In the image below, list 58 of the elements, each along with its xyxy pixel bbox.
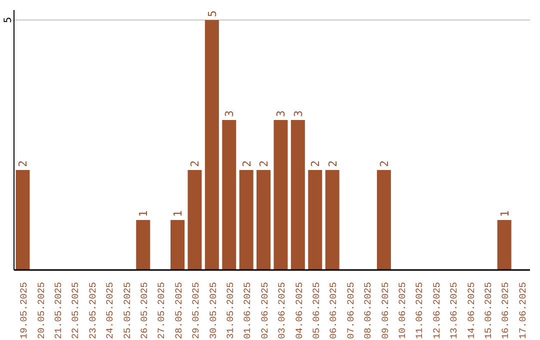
bar bbox=[290, 120, 305, 270]
x-tick-label: 21.05.2025 bbox=[53, 282, 64, 340]
bar bbox=[222, 120, 236, 270]
x-tick-label: 08.06.2025 bbox=[362, 282, 374, 340]
x-tick-label: 13.06.2025 bbox=[448, 282, 460, 340]
bar bbox=[204, 20, 219, 270]
x-tick-label: 17.06.2025 bbox=[517, 282, 528, 340]
data-label: 5 bbox=[206, 10, 219, 17]
x-tick-label: 26.05.2025 bbox=[139, 282, 150, 340]
x-tick-label: 01.06.2025 bbox=[242, 282, 254, 340]
data-label: 3 bbox=[292, 110, 305, 117]
x-tick-label: 16.06.2025 bbox=[500, 282, 512, 340]
bar bbox=[256, 170, 271, 270]
x-tick-label: 27.05.2025 bbox=[156, 282, 168, 340]
bar bbox=[239, 170, 254, 270]
bar bbox=[16, 170, 30, 270]
x-tick-label: 28.05.2025 bbox=[173, 282, 184, 340]
data-label: 2 bbox=[240, 160, 254, 167]
x-tick-label: 19.05.2025 bbox=[18, 282, 30, 340]
x-tick-label: 05.06.2025 bbox=[311, 282, 322, 340]
x-tick-label: 10.06.2025 bbox=[397, 282, 408, 340]
x-tick-label: 14.06.2025 bbox=[466, 282, 477, 340]
data-label: 2 bbox=[309, 160, 322, 167]
x-tick-label: 02.06.2025 bbox=[259, 282, 270, 340]
x-tick-label: 04.06.2025 bbox=[294, 282, 305, 340]
x-tick-label: 20.05.2025 bbox=[36, 282, 47, 340]
x-tick-label: 12.06.2025 bbox=[431, 282, 442, 340]
bar bbox=[376, 170, 391, 270]
data-label: 3 bbox=[223, 110, 236, 117]
data-label: 1 bbox=[172, 210, 185, 217]
bar bbox=[136, 220, 150, 270]
bar bbox=[497, 220, 512, 270]
x-tick-label: 15.06.2025 bbox=[483, 282, 494, 340]
x-tick-label: 03.06.2025 bbox=[276, 282, 288, 340]
data-label: 2 bbox=[188, 160, 202, 167]
x-tick-label: 06.06.2025 bbox=[328, 282, 340, 340]
x-tick-label: 24.05.2025 bbox=[104, 282, 116, 340]
data-label: 3 bbox=[274, 110, 288, 117]
x-tick-label: 31.05.2025 bbox=[225, 282, 236, 340]
data-label: 2 bbox=[326, 160, 340, 167]
data-label: 2 bbox=[258, 160, 271, 167]
x-tick-label: 11.06.2025 bbox=[414, 282, 426, 340]
data-label: 2 bbox=[16, 160, 30, 167]
data-label: 1 bbox=[137, 210, 150, 217]
x-tick-label: 23.05.2025 bbox=[87, 282, 98, 340]
x-tick-label: 30.05.2025 bbox=[208, 282, 219, 340]
x-tick-label: 22.05.2025 bbox=[70, 282, 82, 340]
bar bbox=[274, 120, 288, 270]
x-tick-label: 09.06.2025 bbox=[380, 282, 391, 340]
x-tick-label: 07.06.2025 bbox=[345, 282, 356, 340]
bar bbox=[308, 170, 322, 270]
bar bbox=[188, 170, 202, 270]
x-tick-label: 25.05.2025 bbox=[122, 282, 133, 340]
bar bbox=[325, 170, 340, 270]
x-tick-label: 29.05.2025 bbox=[190, 282, 202, 340]
bar bbox=[170, 220, 185, 270]
data-label: 2 bbox=[378, 160, 391, 167]
data-label: 1 bbox=[498, 210, 512, 217]
